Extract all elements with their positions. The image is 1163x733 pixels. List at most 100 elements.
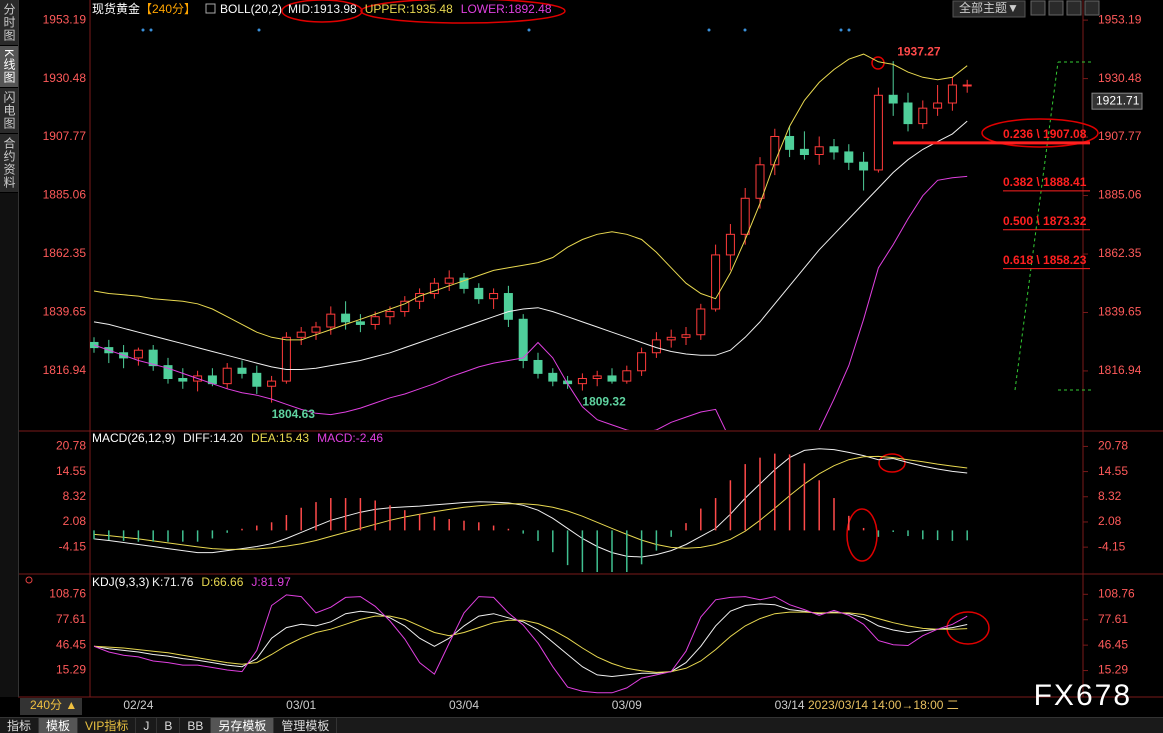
candle-body — [385, 311, 395, 318]
legend-entry: LOWER:1892.48 — [461, 2, 552, 16]
candle-body — [178, 378, 188, 382]
side-tab[interactable]: 合约资料 — [0, 134, 18, 194]
y-tick-label-right: 1930.48 — [1098, 71, 1142, 85]
candle-body — [888, 94, 898, 104]
side-tab[interactable]: K线图 — [0, 46, 18, 89]
fib-label: 0.382 \ 1888.41 — [1003, 175, 1087, 189]
series-line — [93, 603, 968, 678]
legend-entry: MID:1913.98 — [288, 2, 357, 16]
candle-body — [859, 161, 869, 171]
candle-body — [489, 293, 499, 300]
last-price-box — [1091, 92, 1143, 110]
candle-body — [814, 146, 824, 156]
frame — [18, 0, 1163, 698]
fib-label: 0.618 \ 1858.23 — [1003, 253, 1087, 267]
panel — [93, 594, 968, 694]
high-label: 1937.27 — [897, 44, 941, 58]
y-tick-label-right: 1839.65 — [1098, 305, 1142, 319]
legend-entry: DIFF:14.20 — [183, 431, 243, 445]
candle-body — [296, 331, 306, 338]
legend-entry: DEA:15.43 — [251, 431, 309, 445]
fib-guides — [1014, 61, 1092, 391]
panel — [90, 53, 972, 430]
y-tick-label-right: -4.15 — [1098, 539, 1126, 553]
bottom-tab[interactable]: 模板 — [39, 718, 79, 733]
last-price: 1921.71 — [1096, 93, 1140, 107]
bottom-tab[interactable]: 管理模板 — [274, 718, 338, 733]
side-tab[interactable]: 闪电图 — [0, 88, 18, 135]
bottom-tab[interactable]: 另存模板 — [211, 718, 275, 733]
candle-body — [267, 380, 277, 387]
y-tick-label: 1907.77 — [43, 129, 87, 143]
y-tick-label: 14.55 — [56, 464, 86, 478]
theme-button-label[interactable]: 全部主题▼ — [959, 0, 1019, 15]
x-tick-label: 03/09 — [612, 698, 642, 712]
instrument: 现货黄金 — [92, 1, 140, 16]
candle-body — [844, 151, 854, 163]
candle-body — [903, 102, 913, 125]
candle-body — [429, 282, 439, 295]
candle-body — [696, 308, 706, 336]
candle-body — [148, 349, 158, 367]
x-tick-label: 03/14 — [775, 698, 805, 712]
candle-body — [370, 316, 380, 325]
y-tick-label-right: 46.45 — [1098, 637, 1128, 651]
low-label: 1804.63 — [272, 407, 316, 421]
candle-body — [947, 84, 957, 104]
candle-body — [637, 352, 647, 372]
candle-body — [755, 164, 765, 199]
candle-body — [740, 197, 750, 235]
candle-body — [607, 375, 617, 382]
y-tick-label-right: 14.55 — [1098, 464, 1128, 478]
y-tick-label: 1816.94 — [43, 363, 87, 377]
watermark: FX678 — [1034, 679, 1132, 712]
series-line — [93, 594, 968, 694]
candle-body — [326, 313, 336, 328]
window-icons[interactable] — [1030, 0, 1100, 16]
candle-body — [533, 359, 543, 374]
y-tick-label-right: 77.61 — [1098, 612, 1128, 626]
side-tab[interactable]: 分时图 — [0, 0, 18, 46]
highlight-ellipses — [281, 0, 1099, 645]
y-tick-label: -4.15 — [59, 539, 87, 553]
overlay-label: BOLL(20,2) — [220, 2, 282, 16]
y-tick-label-right: 1953.19 — [1098, 12, 1142, 26]
candle-body — [341, 313, 351, 323]
series-line — [93, 120, 968, 370]
candle-body — [785, 135, 795, 150]
y-tick-label-right: 20.78 — [1098, 439, 1128, 453]
bottom-tab[interactable]: VIP指标 — [78, 718, 137, 733]
panel-icon[interactable] — [25, 576, 33, 584]
indicator-icon — [205, 3, 216, 14]
y-tick-label-right: 8.32 — [1098, 489, 1122, 503]
y-tick-label: 77.61 — [56, 612, 86, 626]
period-button[interactable] — [20, 698, 82, 715]
bottom-tab[interactable]: B — [157, 718, 181, 733]
period-button-label[interactable]: 240分 ▲ — [30, 698, 77, 712]
candle-body — [400, 300, 410, 313]
candle-body — [711, 254, 721, 310]
y-tick-label: 1885.06 — [43, 188, 87, 202]
fib-label: 0.236 \ 1907.08 — [1003, 127, 1087, 141]
y-tick-label: 1953.19 — [43, 12, 87, 26]
candle-body — [518, 318, 528, 361]
bottom-tab[interactable]: 指标 — [0, 718, 40, 733]
y-tick-label-right: 1907.77 — [1098, 129, 1142, 143]
macd-title: MACD(26,12,9) — [92, 431, 175, 445]
signal-dots — [141, 28, 851, 32]
series-line — [93, 455, 968, 550]
fib-label: 0.500 \ 1873.32 — [1003, 214, 1087, 228]
bottom-tab[interactable]: BB — [180, 718, 212, 733]
bottom-tab[interactable]: J — [136, 718, 158, 733]
series-line — [93, 611, 968, 673]
y-tick-label: 20.78 — [56, 439, 86, 453]
x-tick-label: 02/24 — [123, 698, 153, 712]
candle-body — [829, 146, 839, 153]
candle-body — [444, 277, 454, 284]
candle-body — [770, 135, 780, 166]
y-tick-label: 15.29 — [56, 663, 86, 677]
theme-button[interactable] — [952, 0, 1026, 18]
cursor-time: 2023/03/14 14:00→18:00 二 — [808, 698, 959, 712]
y-tick-label: 108.76 — [49, 586, 86, 600]
y-tick-label-right: 15.29 — [1098, 663, 1128, 677]
